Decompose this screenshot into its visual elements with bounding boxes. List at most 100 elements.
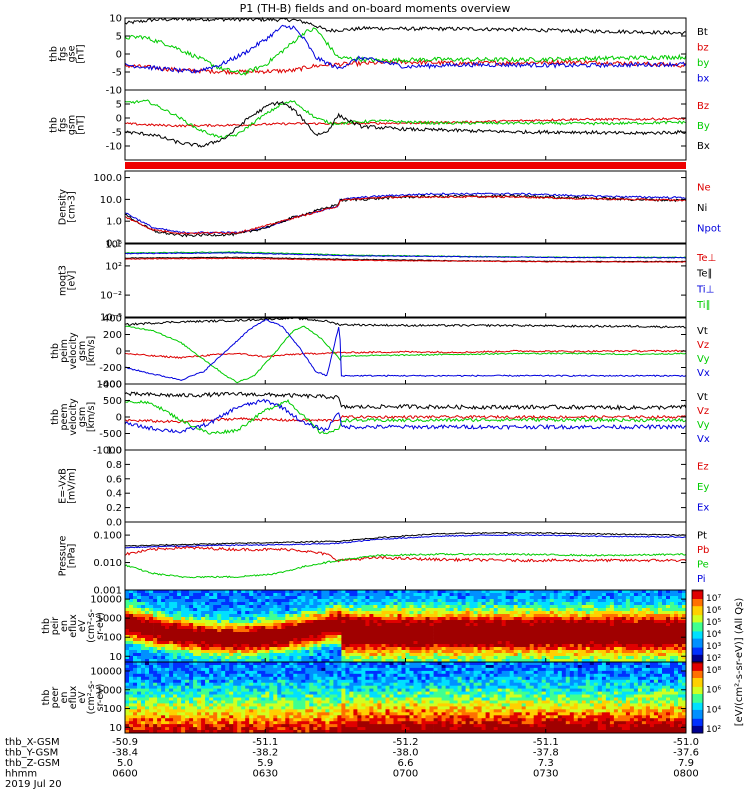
y-label-line: eflux (68, 614, 79, 638)
separator-bar (125, 162, 686, 169)
legend-Te∥: Te∥ (696, 269, 713, 280)
legend-Te⊥: Te⊥ (696, 253, 716, 264)
legend-Vz: Vz (697, 406, 709, 417)
legend-bx: bx (697, 73, 709, 84)
y-label-line: gse (67, 45, 78, 62)
colorbar-tick-label: 10² (706, 654, 721, 664)
y-tick-label: 400 (103, 314, 122, 325)
y-tick-label: 10 (109, 14, 122, 25)
panel-frame (124, 449, 687, 523)
x-row-value: 0730 (533, 769, 558, 780)
legend-Ti∥: Ti∥ (696, 300, 711, 311)
series-Ne (124, 195, 687, 235)
legend-Bz: Bz (697, 101, 709, 112)
y-label-line: [nPa] (67, 544, 78, 569)
y-label-line: gsm (77, 341, 88, 361)
series-Pb (124, 545, 687, 563)
y-label-line: [cm-3] (67, 191, 78, 222)
y-label-line: moqt3 (58, 265, 69, 296)
x-row-value: -51.0 (673, 737, 699, 748)
legend-Vy: Vy (697, 420, 710, 431)
legend-Vx: Vx (697, 434, 710, 445)
colorbar-tick-label: 10⁴ (706, 630, 721, 640)
colorbar-tick-label: 10⁵ (706, 618, 721, 628)
y-label-line: Pressure (58, 536, 69, 577)
x-row-value: -38.2 (252, 748, 278, 759)
colorbar-tick-label: 10² (706, 725, 721, 735)
y-tick-label: 0.0 (106, 518, 122, 529)
series-Vz (124, 349, 687, 359)
y-tick-label: 0.010 (93, 558, 122, 569)
spectrogram-peer_spec (125, 662, 687, 734)
y-label-line: thb (41, 690, 52, 706)
y-label-line: eflux (68, 685, 79, 709)
y-tick-label: -10 (106, 86, 122, 97)
x-row-value: 7.3 (538, 758, 554, 769)
y-tick-label: 0 (116, 413, 122, 424)
x-row-label: hhmm (5, 769, 37, 780)
y-tick-label: -400 (99, 380, 122, 391)
y-label-line: fgs (58, 118, 69, 132)
y-label-line: thb (49, 46, 60, 62)
y-label-line: en (59, 692, 70, 704)
series-Vt (124, 317, 687, 329)
series-By (124, 99, 687, 140)
legend-Ez: Ez (697, 461, 709, 472)
y-axis-label: Density[cm-3] (58, 189, 78, 225)
panel-moqt3: moqt3[eV] (58, 243, 687, 318)
legend-Pt: Pt (697, 530, 707, 541)
y-tick-label: 100.0 (93, 173, 122, 184)
colorbar-peir_spec (691, 589, 704, 663)
legend-by: by (697, 58, 709, 69)
series-Vz (124, 414, 687, 424)
spectrogram-peir_spec (125, 590, 687, 663)
x-row-value: 6.6 (398, 758, 414, 769)
series-Pt (124, 531, 687, 547)
legend-Vt: Vt (697, 326, 708, 337)
panel-frame (124, 243, 687, 318)
y-tick-label: 0 (116, 114, 122, 125)
legend-Npot: Npot (697, 224, 721, 235)
y-label-line: velocity (68, 398, 79, 436)
colorbar-tick-label: 10⁴ (706, 705, 721, 715)
series-Bz (124, 117, 687, 128)
y-label-line: thb (50, 409, 61, 425)
y-label-line: Density (58, 189, 69, 225)
y-label-line: fgs (58, 47, 69, 61)
y-tick-label: -200 (99, 363, 122, 374)
x-row-label: thb_Z-GSM (5, 758, 60, 769)
y-label-line: [nT] (76, 115, 87, 134)
y-tick-label: 1000 (97, 685, 122, 696)
legend-Ne: Ne (697, 182, 711, 193)
series-Bt (124, 16, 687, 36)
x-row-value: -37.8 (533, 748, 559, 759)
x-row-label: thb_X-GSM (5, 737, 60, 748)
legend-Ti⊥: Ti⊥ (696, 284, 714, 295)
series-bz (124, 58, 687, 75)
y-label-line: en (59, 620, 70, 632)
legend-Vx: Vx (697, 368, 710, 379)
legend-By: By (697, 121, 710, 132)
y-label-line: thb (50, 343, 61, 359)
y-tick-label: 0.001 (93, 586, 122, 597)
y-tick-label: 10000 (90, 595, 122, 606)
legend-Pi: Pi (697, 574, 706, 585)
x-row-value: 0630 (253, 769, 278, 780)
series-Pe (124, 552, 687, 579)
x-row-value: -51.1 (252, 737, 278, 748)
x-row-value: 5.9 (257, 758, 273, 769)
x-row-value: -38.4 (112, 748, 138, 759)
y-tick-label: 100 (103, 704, 122, 715)
y-tick-label: 0.4 (106, 489, 122, 500)
legend-Ex: Ex (697, 503, 709, 514)
x-row-value: 7.9 (678, 758, 694, 769)
y-label-line: peir (50, 617, 61, 636)
y-tick-label: 0.6 (106, 474, 122, 485)
series-Vx (124, 319, 687, 381)
